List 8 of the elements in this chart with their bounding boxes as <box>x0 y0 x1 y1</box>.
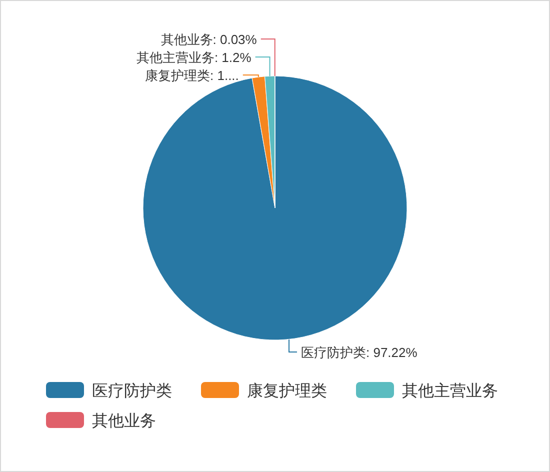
data-label: 医疗防护类: 97.22% <box>301 345 418 360</box>
data-label: 其他主营业务: 1.2% <box>136 50 252 66</box>
data-label: 其他业务: 0.03% <box>160 32 258 48</box>
legend-label: 医疗防护类 <box>92 382 172 400</box>
legend-label: 其他业务 <box>92 412 156 430</box>
legend-label: 康复护理类 <box>247 382 327 400</box>
legend-label: 其他主营业务 <box>402 382 498 400</box>
data-label: 康复护理类: 1.... <box>145 68 239 84</box>
